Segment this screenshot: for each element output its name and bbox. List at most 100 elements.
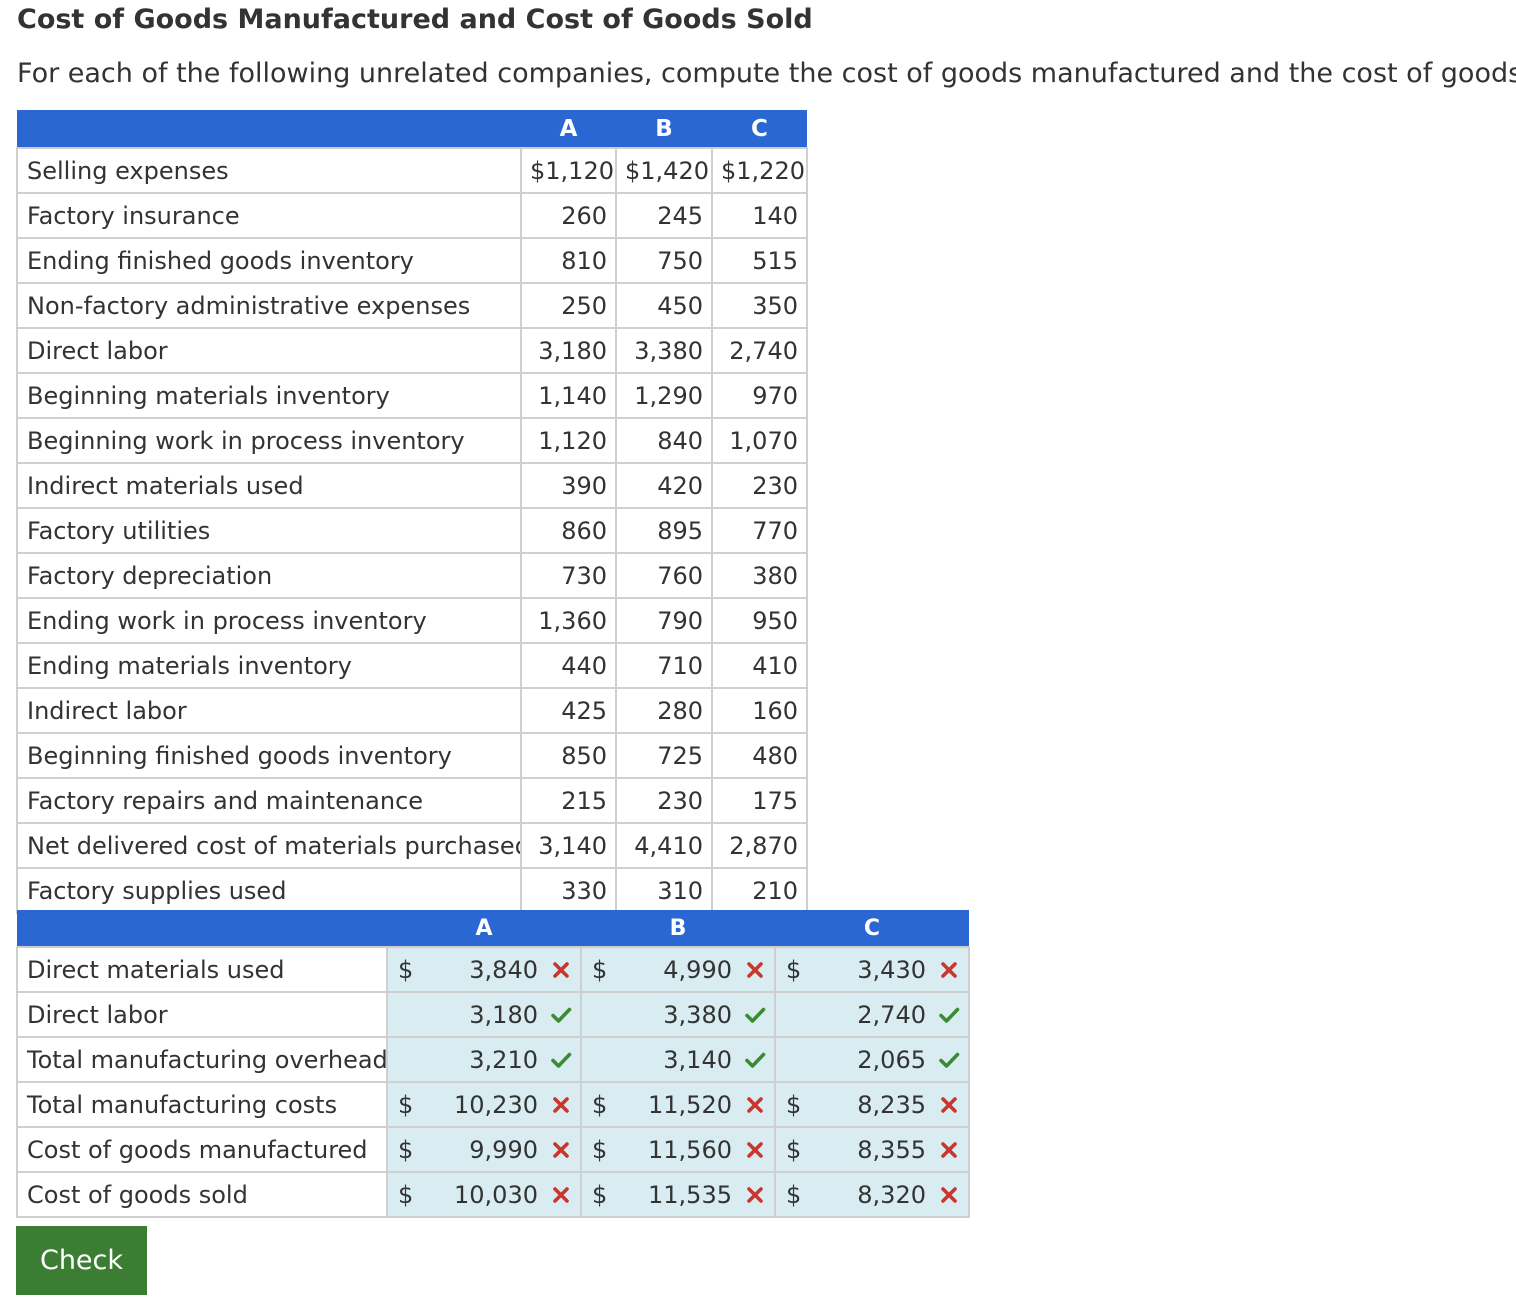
answer-row-label: Total manufacturing costs: [16, 1081, 388, 1128]
x-icon: [938, 959, 960, 981]
answer-value: 4,990: [663, 956, 732, 984]
currency-symbol: [386, 991, 427, 1038]
answer-input-b[interactable]: 4,990: [621, 946, 776, 993]
answer-table: A B C Direct materials used $3,840 $4,990 $…: [16, 910, 970, 1218]
data-value-b: 1,290: [615, 372, 713, 419]
check-icon: [938, 1004, 960, 1026]
currency-symbol: $: [386, 1171, 427, 1218]
answer-value: 11,535: [648, 1181, 732, 1209]
x-icon: [938, 1094, 960, 1116]
answer-input-b[interactable]: 11,520: [621, 1081, 776, 1128]
data-table: A B C Selling expenses $1,120 $1,420 $1,220…: [16, 110, 808, 914]
data-row-label: Net delivered cost of materials purchase…: [16, 822, 522, 869]
x-icon: [744, 1139, 766, 1161]
answer-input-a[interactable]: 9,990: [427, 1126, 582, 1173]
answer-value: 10,230: [454, 1091, 538, 1119]
data-row-label: Indirect materials used: [16, 462, 522, 509]
data-value-a: 810: [520, 237, 617, 284]
data-value-c: 770: [711, 507, 808, 554]
answer-input-b[interactable]: 3,140: [621, 1036, 776, 1083]
data-header-b: B: [616, 110, 712, 148]
data-row: Factory supplies used 330 310 210: [16, 867, 808, 914]
data-value-a: 215: [520, 777, 617, 824]
data-row-label: Factory utilities: [16, 507, 522, 554]
answer-input-b[interactable]: 11,560: [621, 1126, 776, 1173]
answer-input-b[interactable]: 3,380: [621, 991, 776, 1038]
currency-symbol: $: [580, 1171, 621, 1218]
data-value-b: 725: [615, 732, 713, 779]
data-value-a: 860: [520, 507, 617, 554]
data-value-b: 280: [615, 687, 713, 734]
answer-input-c[interactable]: 2,065: [815, 1036, 970, 1083]
answer-row-label: Total manufacturing overhead: [16, 1036, 388, 1083]
answer-header-c: C: [775, 910, 969, 947]
data-row: Beginning materials inventory 1,140 1,290 9…: [16, 372, 808, 419]
x-icon: [550, 1094, 572, 1116]
data-row-label: Ending finished goods inventory: [16, 237, 522, 284]
answer-row: Direct labor 3,180 3,380 2,740: [16, 991, 970, 1038]
answer-input-b[interactable]: 11,535: [621, 1171, 776, 1218]
check-icon: [744, 1004, 766, 1026]
answer-row: Total manufacturing overhead 3,210 3,140 2,…: [16, 1036, 970, 1083]
data-header-blank: [17, 110, 521, 148]
answer-input-a[interactable]: 10,030: [427, 1171, 582, 1218]
data-value-b: 310: [615, 867, 713, 914]
data-value-c: 2,870: [711, 822, 808, 869]
data-value-c: 515: [711, 237, 808, 284]
data-row: Indirect materials used 390 420 230: [16, 462, 808, 509]
answer-input-c[interactable]: 8,355: [815, 1126, 970, 1173]
data-row: Selling expenses $1,120 $1,420 $1,220: [16, 147, 808, 194]
answer-row: Cost of goods sold $10,030 $11,535 $8,320: [16, 1171, 970, 1218]
answer-value: 3,380: [663, 1001, 732, 1029]
data-header-c: C: [712, 110, 807, 148]
answer-input-c[interactable]: 2,740: [815, 991, 970, 1038]
answer-value: 8,235: [857, 1091, 926, 1119]
currency-symbol: [774, 1036, 815, 1083]
answer-input-a[interactable]: 10,230: [427, 1081, 582, 1128]
answer-input-a[interactable]: 3,840: [427, 946, 582, 993]
data-table-header: A B C: [17, 110, 807, 148]
answer-input-c[interactable]: 3,430: [815, 946, 970, 993]
data-row-label: Factory repairs and maintenance: [16, 777, 522, 824]
data-row: Ending finished goods inventory 810 750 515: [16, 237, 808, 284]
data-value-c: 970: [711, 372, 808, 419]
data-value-a: 3,180: [520, 327, 617, 374]
data-row-label: Beginning materials inventory: [16, 372, 522, 419]
answer-header-blank: [17, 910, 387, 947]
answer-row-label: Cost of goods manufactured: [16, 1126, 388, 1173]
data-value-b: 245: [615, 192, 713, 239]
instructions-text: For each of the following unrelated comp…: [17, 58, 1516, 89]
data-row: Ending work in process inventory 1,360 790…: [16, 597, 808, 644]
data-value-c: 950: [711, 597, 808, 644]
answer-input-c[interactable]: 8,235: [815, 1081, 970, 1128]
answer-value: 3,210: [469, 1046, 538, 1074]
currency-symbol: $: [386, 1126, 427, 1173]
data-row-label: Indirect labor: [16, 687, 522, 734]
data-header-a: A: [521, 110, 616, 148]
answer-input-a[interactable]: 3,180: [427, 991, 582, 1038]
answer-row: Cost of goods manufactured $9,990 $11,560 $…: [16, 1126, 970, 1173]
currency-symbol: $: [386, 946, 427, 993]
page-title: Cost of Goods Manufactured and Cost of G…: [17, 4, 813, 35]
answer-input-a[interactable]: 3,210: [427, 1036, 582, 1083]
data-row: Direct labor 3,180 3,380 2,740: [16, 327, 808, 374]
data-value-c: 210: [711, 867, 808, 914]
data-value-b: 450: [615, 282, 713, 329]
check-icon: [550, 1049, 572, 1071]
data-value-a: 330: [520, 867, 617, 914]
answer-input-c[interactable]: 8,320: [815, 1171, 970, 1218]
data-value-b: 750: [615, 237, 713, 284]
data-value-a: 1,140: [520, 372, 617, 419]
data-value-a: 440: [520, 642, 617, 689]
currency-symbol: $: [580, 946, 621, 993]
answer-row: Total manufacturing costs $10,230 $11,520 $…: [16, 1081, 970, 1128]
answer-row-label: Direct labor: [16, 991, 388, 1038]
check-button[interactable]: Check: [16, 1226, 147, 1295]
data-value-b: 420: [615, 462, 713, 509]
data-value-a: 1,360: [520, 597, 617, 644]
answer-row-label: Cost of goods sold: [16, 1171, 388, 1218]
data-row-label: Beginning work in process inventory: [16, 417, 522, 464]
data-value-b: $1,420: [615, 147, 713, 194]
data-value-b: 790: [615, 597, 713, 644]
answer-value: 8,355: [857, 1136, 926, 1164]
